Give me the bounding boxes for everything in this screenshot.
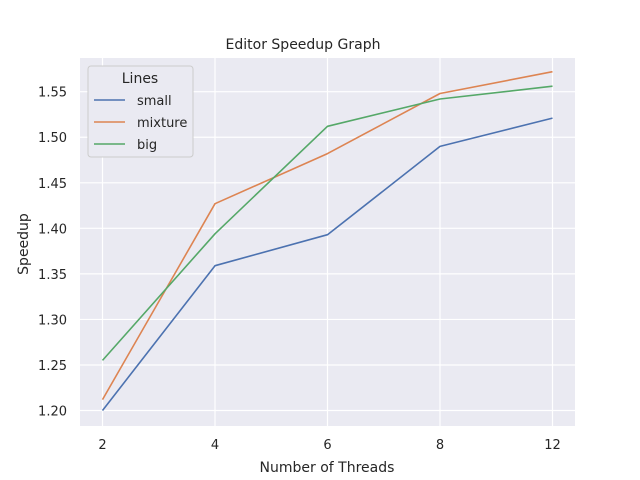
y-tick-label: 1.40	[38, 222, 67, 237]
legend-label-small: small	[137, 94, 172, 109]
legend-label-mixture: mixture	[137, 116, 187, 131]
legend-box	[87, 65, 194, 158]
y-tick-label: 1.45	[38, 177, 67, 192]
series-line-small	[101, 117, 553, 411]
series-line-mixture	[101, 70, 553, 400]
x-axis-label: Number of Threads	[260, 460, 395, 476]
y-tick-label: 1.20	[38, 405, 67, 420]
y-axis-label: Speedup	[16, 213, 32, 275]
legend-title: Lines	[122, 71, 158, 87]
legend-items: small mixture big	[94, 94, 187, 153]
y-tick-label: 1.25	[38, 359, 67, 374]
chart-title: Editor Speedup Graph	[226, 37, 381, 53]
x-tick-label: 8	[436, 438, 444, 453]
x-tick-labels: 2 4 6 8 12	[98, 438, 560, 453]
y-tick-label: 1.55	[38, 86, 67, 101]
x-tick-label: 2	[98, 438, 106, 453]
y-tick-label: 1.30	[38, 313, 67, 328]
x-tick-label: 6	[323, 438, 331, 453]
x-tick-label: 12	[544, 438, 561, 453]
series-lines	[101, 70, 553, 411]
legend-label-big: big	[137, 138, 157, 153]
y-tick-label: 1.35	[38, 268, 67, 283]
y-tick-labels: 1.20 1.25 1.30 1.35 1.40 1.45 1.50 1.55	[38, 86, 67, 420]
y-tick-label: 1.50	[38, 131, 67, 146]
x-tick-label: 4	[211, 438, 219, 453]
series-line-big	[101, 85, 553, 361]
legend: Lines small mixture big	[87, 65, 194, 158]
